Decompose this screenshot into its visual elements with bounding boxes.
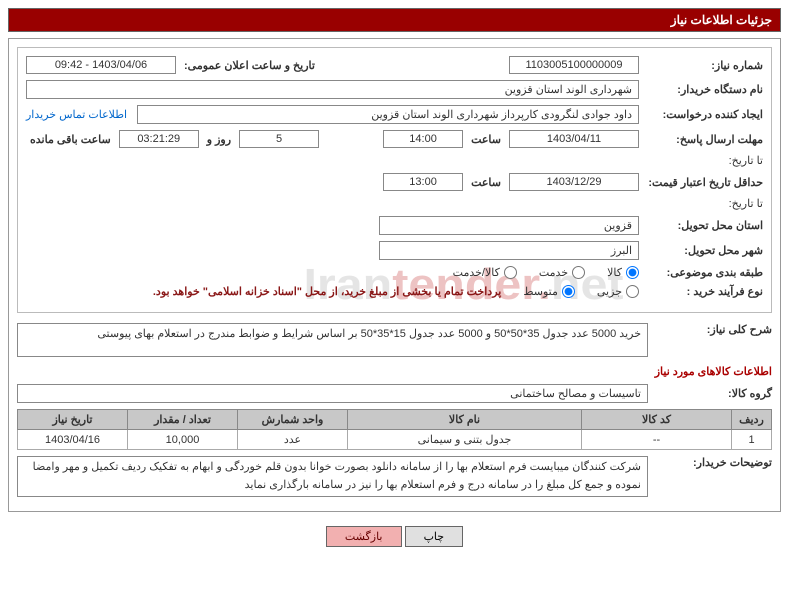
- td-qty: 10,000: [128, 430, 238, 450]
- desc-label: شرح کلی نیاز:: [652, 323, 772, 336]
- delivery-city-label: شهر محل تحویل:: [643, 244, 763, 257]
- category-label: طبقه بندی موضوعی:: [643, 266, 763, 279]
- radio-goods[interactable]: کالا: [607, 266, 639, 279]
- min-validity-label: حداقل تاریخ اعتبار قیمت:: [643, 176, 763, 189]
- print-button[interactable]: چاپ: [405, 526, 464, 547]
- deadline-time-field: 14:00: [383, 130, 463, 148]
- announce-dt-label: تاریخ و ساعت اعلان عمومی:: [180, 59, 319, 72]
- need-no-label: شماره نیاز:: [643, 59, 763, 72]
- row-need-no: شماره نیاز: 1103005100000009 تاریخ و ساع…: [26, 56, 763, 74]
- radio-goods-service-input[interactable]: [504, 266, 517, 279]
- delivery-prov-label: استان محل تحویل:: [643, 219, 763, 232]
- deadline-date-field: 1403/04/11: [509, 130, 639, 148]
- row-to-date-1: تا تاریخ:: [26, 154, 763, 167]
- to-date-label-1: تا تاریخ:: [643, 154, 763, 167]
- announce-dt-field: 1403/04/06 - 09:42: [26, 56, 176, 74]
- row-purchase-type: نوع فرآیند خرید : جزیی متوسط پرداخت تمام…: [26, 285, 763, 298]
- th-qty: تعداد / مقدار: [128, 410, 238, 430]
- th-date: تاریخ نیاز: [18, 410, 128, 430]
- radio-small[interactable]: جزیی: [597, 285, 639, 298]
- td-unit: عدد: [238, 430, 348, 450]
- goods-group-field: تاسیسات و مصالح ساختمانی: [17, 384, 648, 403]
- remaining-suffix-label: ساعت باقی مانده: [26, 133, 115, 146]
- page-title-bar: جزئیات اطلاعات نیاز: [8, 8, 781, 32]
- min-validity-date-field: 1403/12/29: [509, 173, 639, 191]
- purchase-type-label: نوع فرآیند خرید :: [643, 285, 763, 298]
- radio-medium-input[interactable]: [562, 285, 575, 298]
- deadline-label: مهلت ارسال پاسخ:: [643, 133, 763, 146]
- buyer-notes-field: شرکت کنندگان میبایست فرم استعلام بها را …: [17, 456, 648, 497]
- row-delivery-prov: استان محل تحویل: قزوین: [26, 216, 763, 235]
- td-name: جدول بتنی و سیمانی: [348, 430, 582, 450]
- countdown-field: 03:21:29: [119, 130, 199, 148]
- radio-service[interactable]: خدمت: [539, 266, 585, 279]
- td-date: 1403/04/16: [18, 430, 128, 450]
- row-desc: شرح کلی نیاز: خرید 5000 عدد جدول 35*50*5…: [17, 323, 772, 357]
- buyer-org-label: نام دستگاه خریدار:: [643, 83, 763, 96]
- items-table: ردیف کد کالا نام کالا واحد شمارش تعداد /…: [17, 409, 772, 450]
- radio-service-input[interactable]: [572, 266, 585, 279]
- table-header-row: ردیف کد کالا نام کالا واحد شمارش تعداد /…: [18, 410, 772, 430]
- buyer-org-field: شهرداری الوند استان قزوین: [26, 80, 639, 99]
- hour-label-2: ساعت: [467, 176, 505, 189]
- radio-medium[interactable]: متوسط: [523, 285, 575, 298]
- td-code: --: [582, 430, 732, 450]
- row-buyer-notes: توضیحات خریدار: شرکت کنندگان میبایست فرم…: [17, 456, 772, 497]
- radio-goods-input[interactable]: [626, 266, 639, 279]
- min-validity-time-field: 13:00: [383, 173, 463, 191]
- items-section-title: اطلاعات کالاهای مورد نیاز: [17, 365, 772, 378]
- button-row: چاپ بازگشت: [8, 518, 781, 555]
- requester-label: ایجاد کننده درخواست:: [643, 108, 763, 121]
- td-idx: 1: [732, 430, 772, 450]
- row-requester: ایجاد کننده درخواست: داود جوادی لنگرودی …: [26, 105, 763, 124]
- table-row: 1 -- جدول بتنی و سیمانی عدد 10,000 1403/…: [18, 430, 772, 450]
- th-code: کد کالا: [582, 410, 732, 430]
- delivery-city-field: البرز: [379, 241, 639, 260]
- row-min-validity: حداقل تاریخ اعتبار قیمت: 1403/12/29 ساعت…: [26, 173, 763, 191]
- page-title: جزئیات اطلاعات نیاز: [671, 13, 772, 27]
- days-left-field: 5: [239, 130, 319, 148]
- back-button[interactable]: بازگشت: [326, 526, 402, 547]
- radio-goods-service[interactable]: کالا/خدمت: [453, 266, 517, 279]
- row-to-date-2: تا تاریخ:: [26, 197, 763, 210]
- goods-group-label: گروه کالا:: [652, 387, 772, 400]
- need-no-field: 1103005100000009: [509, 56, 639, 74]
- desc-field: خرید 5000 عدد جدول 35*50*50 و 5000 عدد ج…: [17, 323, 648, 357]
- row-delivery-city: شهر محل تحویل: البرز: [26, 241, 763, 260]
- radio-small-input[interactable]: [626, 285, 639, 298]
- requester-field: داود جوادی لنگرودی کارپرداز شهرداری الون…: [137, 105, 639, 124]
- to-date-label-2: تا تاریخ:: [643, 197, 763, 210]
- row-deadline: مهلت ارسال پاسخ: 1403/04/11 ساعت 14:00 5…: [26, 130, 763, 148]
- th-idx: ردیف: [732, 410, 772, 430]
- days-suffix-label: روز و: [203, 133, 235, 146]
- row-category: طبقه بندی موضوعی: کالا خدمت کالا/خدمت: [26, 266, 763, 279]
- buyer-notes-label: توضیحات خریدار:: [652, 456, 772, 469]
- th-unit: واحد شمارش: [238, 410, 348, 430]
- contact-link[interactable]: اطلاعات تماس خریدار: [26, 108, 133, 121]
- treasury-note: پرداخت تمام یا بخشی از مبلغ خرید، از محل…: [26, 285, 501, 298]
- main-container: شماره نیاز: 1103005100000009 تاریخ و ساع…: [8, 38, 781, 512]
- th-name: نام کالا: [348, 410, 582, 430]
- delivery-prov-field: قزوین: [379, 216, 639, 235]
- row-buyer-org: نام دستگاه خریدار: شهرداری الوند استان ق…: [26, 80, 763, 99]
- row-goods-group: گروه کالا: تاسیسات و مصالح ساختمانی: [17, 384, 772, 403]
- details-box: شماره نیاز: 1103005100000009 تاریخ و ساع…: [17, 47, 772, 313]
- hour-label-1: ساعت: [467, 133, 505, 146]
